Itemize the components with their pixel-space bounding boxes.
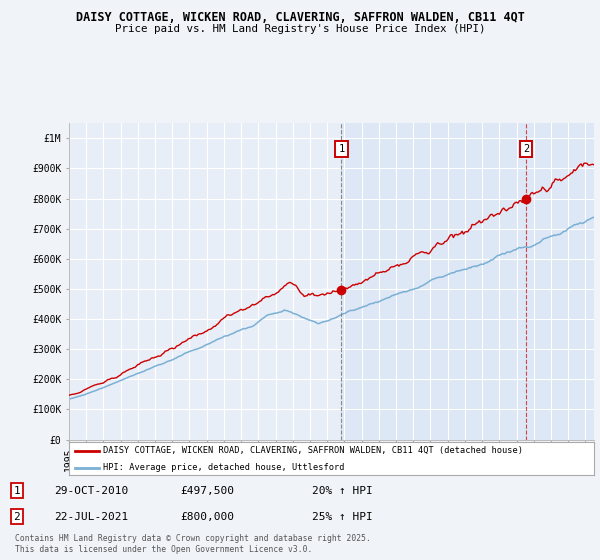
Text: DAISY COTTAGE, WICKEN ROAD, CLAVERING, SAFFRON WALDEN, CB11 4QT (detached house): DAISY COTTAGE, WICKEN ROAD, CLAVERING, S…	[103, 446, 523, 455]
Text: Contains HM Land Registry data © Crown copyright and database right 2025.
This d: Contains HM Land Registry data © Crown c…	[15, 534, 371, 554]
Text: £497,500: £497,500	[180, 486, 234, 496]
Text: 1: 1	[338, 144, 344, 154]
Text: HPI: Average price, detached house, Uttlesford: HPI: Average price, detached house, Uttl…	[103, 463, 344, 472]
Bar	[341, 123, 594, 440]
Text: 1: 1	[13, 486, 20, 496]
Text: Price paid vs. HM Land Registry's House Price Index (HPI): Price paid vs. HM Land Registry's House …	[115, 24, 485, 34]
Text: DAISY COTTAGE, WICKEN ROAD, CLAVERING, SAFFRON WALDEN, CB11 4QT: DAISY COTTAGE, WICKEN ROAD, CLAVERING, S…	[76, 11, 524, 24]
Text: 2: 2	[523, 144, 529, 154]
Text: 29-OCT-2010: 29-OCT-2010	[54, 486, 128, 496]
Text: 20% ↑ HPI: 20% ↑ HPI	[312, 486, 373, 496]
Text: 2: 2	[13, 512, 20, 522]
Text: 25% ↑ HPI: 25% ↑ HPI	[312, 512, 373, 522]
Text: £800,000: £800,000	[180, 512, 234, 522]
Text: 22-JUL-2021: 22-JUL-2021	[54, 512, 128, 522]
